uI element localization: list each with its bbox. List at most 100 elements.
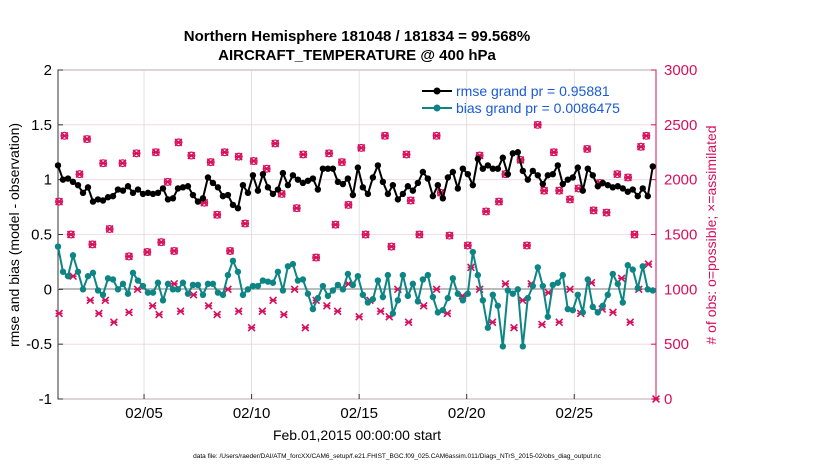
rmse-point — [214, 184, 222, 191]
x-axis-label: Feb.01,2015 00:00:00 start — [273, 427, 441, 443]
bias-point — [134, 277, 142, 284]
obs-assimilated-marker — [292, 204, 301, 213]
obs-assimilated-marker — [206, 158, 215, 167]
rmse-point — [414, 179, 422, 187]
bias-point — [239, 291, 247, 299]
bias-point — [179, 279, 187, 286]
bias-point — [529, 282, 537, 290]
rmse-point — [319, 165, 327, 172]
rmse-point — [564, 176, 572, 183]
rmse-point — [204, 174, 212, 181]
bias-point — [644, 286, 651, 293]
rmse-point — [449, 168, 457, 176]
y-axis-right-label: # of obs: o=possible; ×=assimilated — [703, 125, 719, 344]
obs-assimilated-marker — [269, 296, 278, 305]
bias-point — [199, 291, 207, 299]
gridlines — [58, 69, 656, 400]
bias-point — [494, 302, 502, 309]
bias-point — [149, 289, 157, 296]
obs-assimilated-marker — [624, 173, 633, 182]
bias-point — [414, 298, 422, 305]
rmse-point — [119, 187, 127, 194]
bias-point — [384, 271, 392, 279]
obs-assimilated-marker — [549, 148, 558, 157]
obs-assimilated-marker — [357, 143, 366, 152]
rmse-point — [529, 167, 537, 175]
obs-assimilated-marker — [213, 310, 222, 319]
rmse-point — [264, 184, 272, 191]
bias-point — [54, 243, 62, 250]
obs-assimilated-marker — [355, 312, 364, 321]
rmse-point — [464, 170, 472, 178]
rmse-point — [584, 165, 591, 172]
rmse-point — [364, 190, 372, 198]
obs-assimilated-marker — [495, 197, 503, 206]
bias-point — [349, 281, 357, 289]
bias-point — [374, 277, 382, 284]
bias-point — [114, 286, 122, 293]
obs-assimilated-marker — [234, 152, 243, 161]
legend-rmse-label: rmse grand pr = 0.95881 — [456, 83, 610, 99]
rmse-point — [389, 181, 397, 189]
bias-point — [204, 280, 212, 288]
bias-point — [344, 270, 352, 278]
obs-assimilated-marker — [241, 219, 250, 228]
footer-data-file: data file: /Users/raeder/DAI/ATM_forcXX/… — [193, 453, 602, 460]
rmse-point — [164, 196, 172, 203]
rmse-point — [544, 172, 552, 179]
bias-point — [264, 278, 272, 285]
rmse-point — [219, 192, 227, 200]
obs-assimilated-marker — [404, 318, 413, 327]
obs-assimilated-marker — [337, 158, 346, 167]
obs-assimilated-marker — [226, 246, 235, 255]
obs-assimilated-marker — [406, 196, 415, 205]
rmse-point — [609, 184, 616, 191]
obs-assimilated-marker — [299, 150, 308, 159]
obs-assimilated-marker — [501, 279, 510, 288]
bias-point — [599, 302, 606, 309]
bias-point — [464, 290, 472, 297]
bias-point — [294, 277, 302, 284]
rmse-point — [354, 164, 362, 171]
rmse-point — [149, 190, 157, 198]
obs-assimilated-marker — [109, 318, 118, 327]
rmse-point — [79, 189, 87, 197]
bias-point — [484, 324, 492, 331]
bias-point — [284, 263, 292, 270]
obs-assimilated-marker — [555, 318, 564, 327]
y-right-tick-label: 2500 — [664, 117, 697, 134]
bias-point — [594, 309, 601, 316]
rmse-point — [384, 190, 392, 198]
bias-point — [354, 272, 362, 280]
bias-point — [129, 269, 137, 277]
rmse-point — [324, 165, 332, 172]
rmse-point — [439, 195, 447, 202]
rmse-point — [359, 184, 367, 191]
rmse-point — [69, 178, 77, 186]
bias-point — [79, 286, 87, 293]
obs-assimilated-marker — [279, 310, 288, 319]
legend-bias-marker — [433, 104, 441, 112]
bias-point — [449, 275, 457, 282]
obs-assimilated-marker — [325, 149, 334, 158]
rmse-point — [374, 162, 382, 169]
x-tick-label: 02/05 — [125, 405, 163, 422]
bias-point — [224, 271, 232, 279]
obs-assimilated-marker — [204, 301, 213, 310]
bias-point — [184, 290, 192, 297]
rmse-point — [89, 198, 97, 205]
rmse-point — [499, 154, 507, 161]
obs-assimilated-marker — [419, 301, 428, 310]
obs-assimilated-marker — [143, 248, 152, 257]
bias-point — [504, 287, 512, 294]
bias-point — [249, 282, 257, 290]
obs-assimilated-marker — [380, 131, 389, 140]
rmse-point — [559, 180, 567, 188]
rmse-point — [334, 178, 342, 186]
obs-assimilated-marker — [176, 307, 185, 316]
obs-assimilated-marker — [83, 135, 92, 144]
bias-point — [629, 266, 636, 273]
obs-assimilated-marker — [331, 220, 340, 229]
rmse-point — [339, 180, 347, 188]
bias-point — [109, 276, 117, 283]
